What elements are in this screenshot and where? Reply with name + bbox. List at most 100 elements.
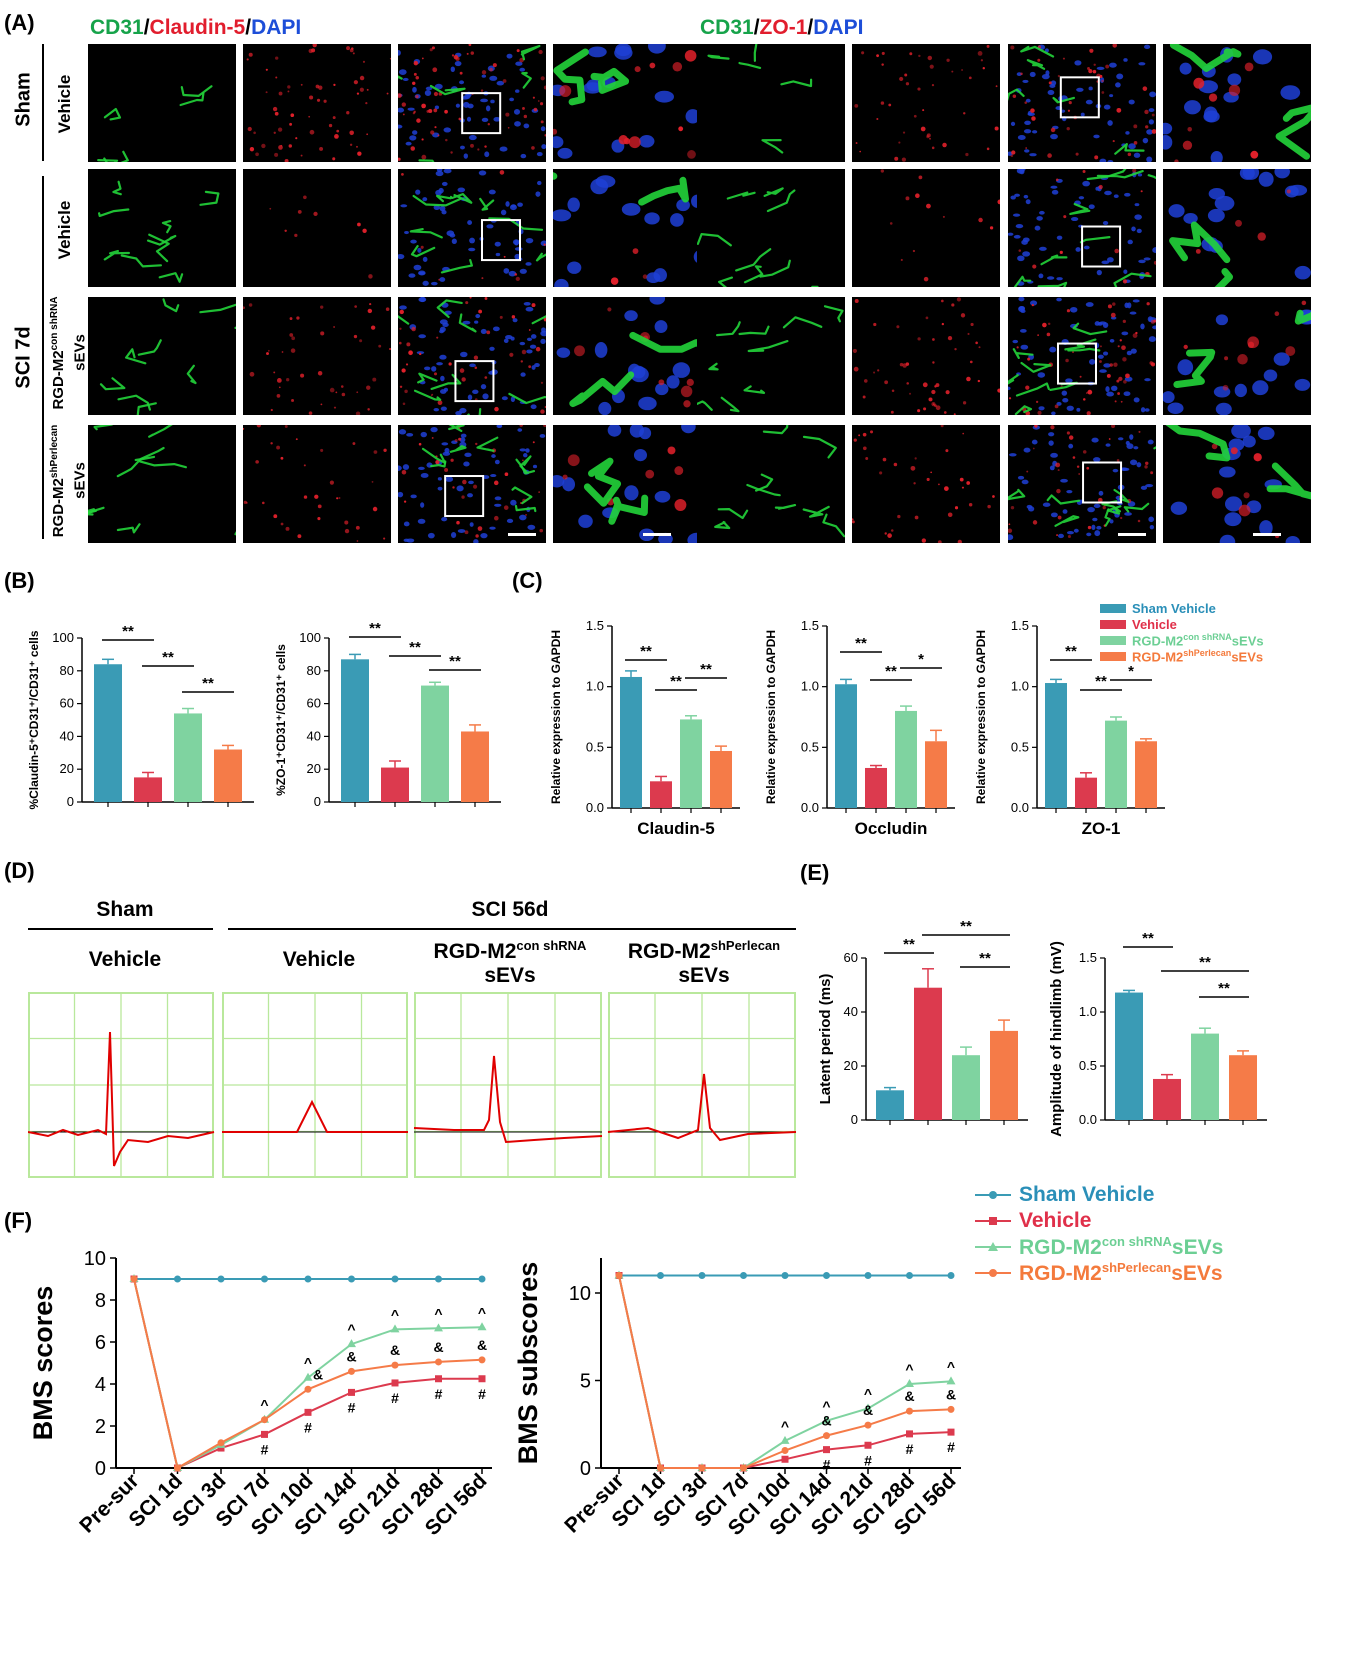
nucleus-blob: [614, 46, 633, 60]
data-point: [304, 1408, 312, 1416]
red-puncta: [1032, 447, 1035, 450]
nucleus-blob: [417, 518, 426, 524]
y-tick-label: 20: [307, 761, 321, 776]
vessel-stroke: [1008, 88, 1025, 101]
red-puncta: [1082, 170, 1086, 173]
nucleus-blob: [427, 532, 435, 539]
red-puncta: [896, 325, 900, 329]
red-puncta: [905, 82, 910, 86]
vessel-stroke: [1275, 104, 1311, 160]
red-puncta: [962, 401, 967, 405]
red-puncta: [1174, 159, 1179, 162]
red-puncta: [366, 385, 371, 390]
row-label-con-sup: con shRNA: [49, 296, 60, 351]
nucleus-blob: [412, 130, 418, 135]
micrograph-image: [88, 44, 236, 162]
nucleus-blob: [1179, 62, 1192, 75]
red-puncta: [296, 316, 300, 320]
red-puncta: [1187, 127, 1192, 132]
legend-label-suffix: sEVs: [1231, 633, 1264, 649]
red-puncta: [1057, 469, 1060, 472]
red-puncta: [356, 92, 360, 95]
micrograph-svg: [1163, 44, 1311, 162]
nucleus-blob: [1125, 131, 1130, 135]
red-puncta: [859, 150, 861, 153]
micrograph-image: [243, 297, 391, 415]
red-puncta: [243, 427, 245, 430]
red-puncta: [320, 403, 323, 406]
red-puncta: [519, 425, 524, 427]
red-puncta: [1055, 462, 1061, 468]
vessel-stroke: [569, 371, 635, 407]
red-puncta: [346, 111, 350, 115]
red-puncta: [607, 307, 612, 312]
vessel-stroke: [802, 505, 830, 518]
data-point: [174, 1275, 181, 1283]
red-puncta: [953, 413, 956, 415]
red-puncta: [458, 117, 462, 121]
nucleus-blob: [534, 363, 540, 368]
nucleus-blob: [520, 372, 526, 377]
vessel-stroke: [1096, 170, 1144, 179]
legend-c-item: RGD-M2shPerlecansEVs: [1100, 648, 1264, 664]
red-puncta: [1050, 425, 1055, 430]
red-puncta: [1274, 311, 1280, 317]
y-tick-label: 4: [95, 1374, 106, 1396]
sig-mark: **: [640, 643, 652, 660]
nucleus-blob: [1148, 108, 1155, 113]
nucleus-blob: [1027, 112, 1035, 116]
red-puncta: [466, 52, 469, 55]
red-puncta: [965, 152, 969, 157]
micrograph-svg: [714, 425, 845, 538]
red-puncta: [386, 92, 389, 95]
legend-f-item: Vehicle: [975, 1208, 1223, 1234]
nucleus-blob: [417, 247, 422, 253]
red-puncta: [368, 274, 373, 279]
red-puncta: [408, 350, 413, 356]
ep-sci-line: [228, 928, 796, 930]
vessel-stroke: [1123, 502, 1150, 513]
micrograph-svg: [269, 195, 373, 279]
nucleus-blob: [517, 428, 523, 432]
red-puncta: [362, 228, 367, 233]
red-puncta: [1138, 430, 1141, 433]
nucleus-blob: [1129, 434, 1134, 440]
red-puncta: [1109, 363, 1113, 367]
red-puncta: [323, 99, 327, 103]
red-puncta: [934, 404, 937, 407]
red-puncta: [634, 66, 641, 73]
sig-annotation: &: [313, 1366, 323, 1382]
vessel-stroke: [103, 249, 130, 261]
bar-chart-c-claudin5: 0.00.51.01.5******Relative expression to…: [549, 618, 740, 838]
red-puncta: [444, 467, 449, 472]
red-puncta: [314, 494, 319, 499]
red-puncta: [918, 175, 923, 180]
red-puncta: [877, 369, 880, 372]
red-puncta: [421, 57, 424, 60]
nucleus-blob: [1133, 446, 1139, 450]
red-puncta: [429, 48, 433, 52]
vessel-stroke: [1104, 508, 1111, 527]
vessel-stroke: [766, 189, 796, 213]
red-puncta: [553, 128, 558, 135]
nucleus-blob: [670, 213, 684, 227]
zoom-box: [461, 92, 502, 135]
data-point: [864, 1441, 872, 1449]
nucleus-blob: [535, 191, 541, 197]
nucleus-blob: [1093, 503, 1101, 508]
nucleus-blob: [489, 346, 495, 351]
red-puncta: [1087, 389, 1093, 395]
red-puncta: [249, 146, 255, 152]
micrograph-image: [697, 297, 845, 415]
nucleus-blob: [1048, 440, 1054, 446]
red-puncta: [353, 80, 358, 85]
sig-mark: **: [885, 663, 897, 680]
ep-traces: [28, 992, 797, 1178]
sig-annotation: &: [433, 1339, 443, 1355]
red-puncta: [398, 157, 401, 161]
red-puncta: [261, 143, 266, 149]
red-puncta: [295, 137, 298, 140]
nucleus-blob: [1123, 58, 1128, 62]
vessel-stroke: [103, 150, 129, 162]
vessel-stroke: [93, 425, 113, 431]
